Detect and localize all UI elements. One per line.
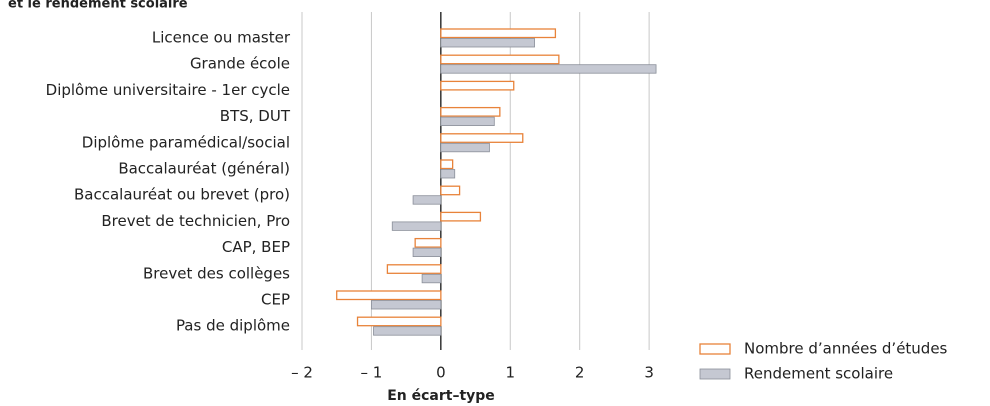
- bar: [421, 273, 442, 284]
- bar: [440, 28, 557, 39]
- bar: [440, 64, 657, 74]
- x-tick-label: 1: [505, 364, 515, 382]
- y-tick-label: Pas de diplôme: [176, 317, 290, 335]
- bar: [371, 300, 442, 310]
- bar: [440, 142, 490, 153]
- bar: [440, 80, 515, 91]
- y-tick-label: Brevet des collèges: [143, 264, 290, 282]
- legend-label: Rendement scolaire: [744, 365, 893, 383]
- y-tick-label: BTS, DUT: [220, 107, 291, 125]
- x-tick-label: 0: [436, 364, 446, 382]
- x-tick-label: – 2: [291, 364, 313, 382]
- bar: [336, 290, 442, 301]
- bar: [440, 185, 461, 196]
- y-tick-label: Diplôme paramédical/social: [82, 133, 290, 151]
- bar: [440, 169, 456, 179]
- y-tick-label: Baccalauréat (général): [118, 160, 290, 178]
- bar: [412, 247, 442, 258]
- bar: [391, 221, 442, 231]
- bar: [440, 211, 482, 222]
- x-axis-label: En écart–type: [387, 388, 495, 404]
- x-tick-label: 3: [644, 364, 654, 382]
- y-tick-label: Brevet de technicien, Pro: [101, 212, 290, 230]
- bar: [386, 264, 442, 274]
- bar: [440, 133, 524, 143]
- bar: [440, 116, 495, 126]
- y-tick-label: Diplôme universitaire - 1er cycle: [46, 81, 290, 99]
- legend-label: Nombre d’années d’études: [744, 340, 948, 358]
- x-tick-label: – 1: [361, 364, 383, 382]
- x-tick-label: 2: [575, 364, 585, 382]
- chart-title: et le rendement scolaire: [8, 0, 188, 12]
- bar: [414, 237, 442, 248]
- bar: [412, 195, 442, 205]
- y-tick-label: Baccalauréat ou brevet (pro): [74, 186, 290, 204]
- y-tick-label: Licence ou master: [152, 29, 291, 47]
- bar: [373, 326, 442, 336]
- bar: [440, 159, 454, 170]
- bar: [440, 54, 560, 65]
- bar: [440, 106, 501, 117]
- legend-swatch: [699, 343, 731, 355]
- y-tick-label: CAP, BEP: [222, 238, 290, 256]
- legend-swatch: [699, 368, 731, 380]
- bar: [440, 38, 535, 48]
- y-tick-label: Grande école: [190, 55, 290, 73]
- bar: [356, 316, 442, 327]
- y-tick-label: CEP: [261, 291, 290, 309]
